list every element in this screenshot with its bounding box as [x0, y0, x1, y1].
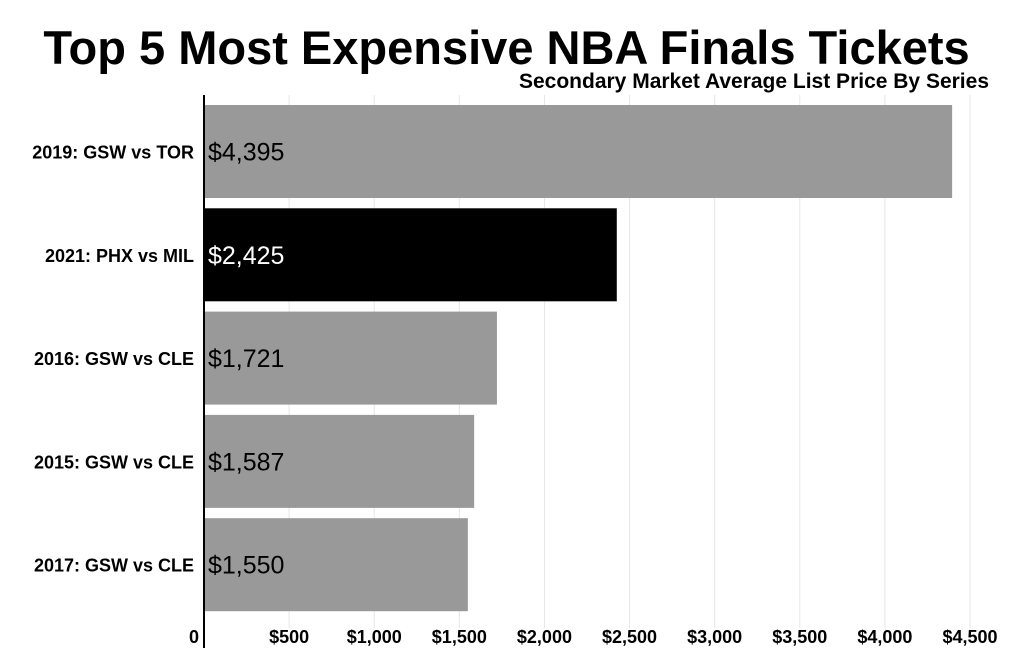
x-tick-label: $4,000: [857, 627, 912, 647]
x-tick-label: $4,500: [942, 627, 997, 647]
bar: [204, 208, 617, 302]
data-label: $2,425: [208, 242, 284, 270]
chart-title: Top 5 Most Expensive NBA Finals Tickets: [43, 21, 970, 74]
chart-subtitle: Secondary Market Average List Price By S…: [518, 70, 989, 93]
data-label: $1,587: [208, 448, 284, 476]
category-labels: 2019: GSW vs TOR 2021: PHX vs MIL 2016: GS…: [32, 143, 194, 576]
x-tick-label: $3,000: [687, 627, 742, 647]
category-label: 2017: GSW vs CLE: [34, 556, 194, 576]
x-tick-label: $2,000: [517, 627, 572, 647]
bar: [204, 414, 475, 508]
x-tick-label: $500: [269, 627, 309, 647]
data-labels: $4,395 $2,425 $1,721 $1,587 $1,550: [208, 139, 284, 580]
category-label: 2016: GSW vs CLE: [34, 349, 194, 369]
x-tick-label: 0: [189, 627, 199, 647]
bars: [204, 105, 953, 612]
bar: [204, 105, 953, 198]
x-tick-label: $1,000: [347, 627, 402, 647]
x-tick-labels: 0 $500 $1,000 $1,500 $2,000 $2,500 $3,000 $3,50…: [189, 627, 998, 647]
bar: [204, 518, 468, 612]
x-tick-label: $1,500: [432, 627, 487, 647]
data-label: $1,721: [208, 345, 284, 373]
category-label: 2021: PHX vs MIL: [45, 246, 194, 266]
category-label: 2019: GSW vs TOR: [32, 143, 194, 163]
x-tick-label: $3,500: [772, 627, 827, 647]
x-tick-label: $2,500: [602, 627, 657, 647]
category-label: 2015: GSW vs CLE: [34, 452, 194, 472]
bar: [204, 311, 497, 405]
data-label: $4,395: [208, 139, 284, 167]
data-label: $1,550: [208, 552, 284, 580]
